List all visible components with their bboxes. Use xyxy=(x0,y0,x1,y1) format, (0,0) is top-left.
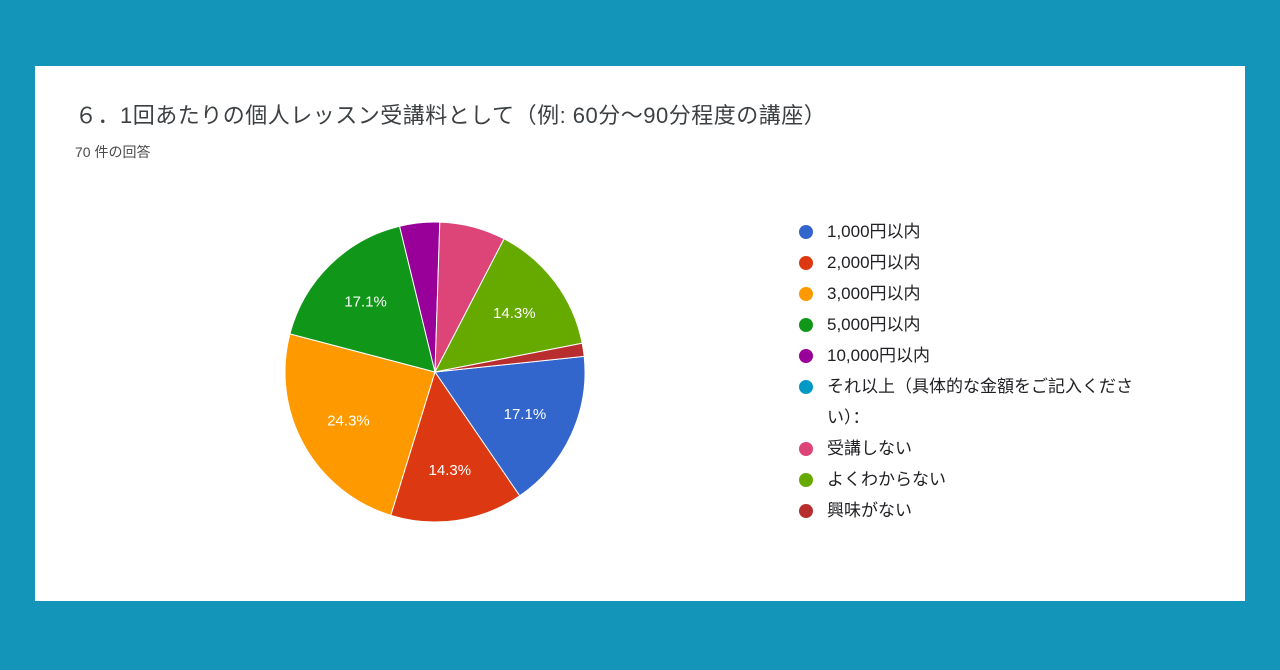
pie-chart: 17.1% 14.3% 24.3% 17.1% 14.3% xyxy=(280,217,590,527)
pie-slice-label: 24.3% xyxy=(327,412,370,429)
legend-item-6: それ以上（具体的な金額をご記入ください）： xyxy=(799,371,1144,433)
pie-slice-8 xyxy=(434,238,583,373)
legend-item-2: 2,000円以内 xyxy=(799,247,1144,278)
legend-item-7: 受講しない xyxy=(799,433,1144,464)
legend-label: 2,000円以内 xyxy=(827,253,921,272)
pie-slice-9 xyxy=(434,342,585,373)
legend-swatch xyxy=(799,380,813,394)
question-title: ６．1回あたりの個人レッスン受講料として（例: 60分〜90分程度の講座） xyxy=(75,103,827,128)
legend-swatch xyxy=(799,256,813,270)
pie-slice-label: 14.3% xyxy=(493,305,536,322)
pie-slice-4 xyxy=(289,225,436,373)
legend-label: 1,000円以内 xyxy=(827,222,921,241)
legend-item-4: 5,000円以内 xyxy=(799,309,1144,340)
chart-legend: 1,000円以内 2,000円以内 3,000円以内 5,000円以内 10,000円以… xyxy=(799,216,1144,526)
legend-swatch xyxy=(799,318,813,332)
legend-item-8: よくわからない xyxy=(799,464,1144,495)
legend-label: 3,000円以内 xyxy=(827,284,921,303)
pie-slice-label: 17.1% xyxy=(344,294,387,311)
legend-swatch xyxy=(799,504,813,518)
pie-chart-svg: 17.1% 14.3% 24.3% 17.1% 14.3% xyxy=(284,221,586,523)
legend-swatch xyxy=(799,442,813,456)
pie-slice-2 xyxy=(390,370,521,523)
legend-item-3: 3,000円以内 xyxy=(799,278,1144,309)
survey-chart-card: ６．1回あたりの個人レッスン受講料として（例: 60分〜90分程度の講座） 70… xyxy=(35,66,1245,601)
legend-item-5: 10,000円以内 xyxy=(799,340,1144,371)
legend-item-1: 1,000円以内 xyxy=(799,216,1144,247)
legend-swatch xyxy=(799,287,813,301)
response-count: 70 件の回答 xyxy=(75,144,151,160)
pie-slice-label: 14.3% xyxy=(429,462,472,479)
legend-item-9: 興味がない xyxy=(799,495,1144,526)
pie-slice-3 xyxy=(284,333,436,516)
legend-label: 受講しない xyxy=(827,439,912,458)
legend-swatch xyxy=(799,349,813,363)
pie-slice-1 xyxy=(434,355,586,497)
legend-swatch xyxy=(799,225,813,239)
legend-label: それ以上（具体的な金額をご記入ください）： xyxy=(827,377,1133,427)
legend-swatch xyxy=(799,473,813,487)
legend-label: 興味がない xyxy=(827,501,912,520)
legend-label: よくわからない xyxy=(827,470,946,489)
legend-label: 5,000円以内 xyxy=(827,315,921,334)
legend-label: 10,000円以内 xyxy=(827,346,930,365)
pie-slice-label: 17.1% xyxy=(504,406,547,423)
